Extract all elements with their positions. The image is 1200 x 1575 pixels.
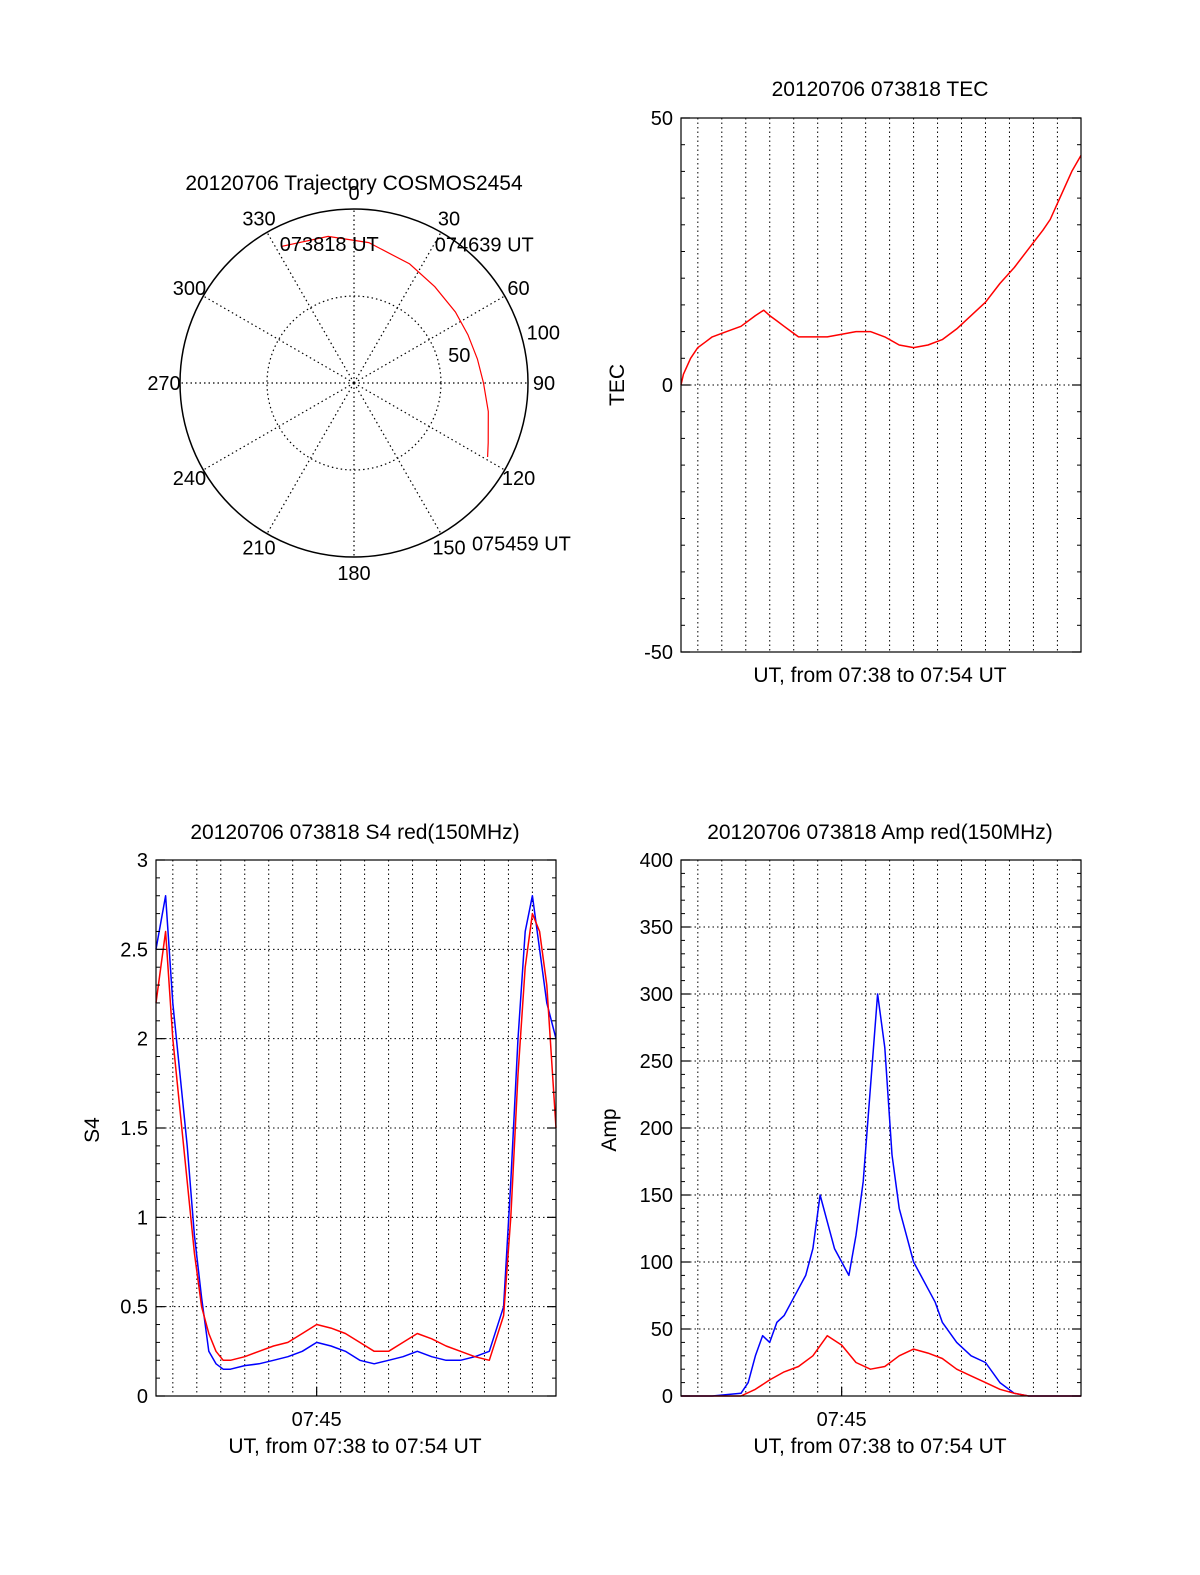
amp-ylabel: Amp: [598, 1108, 621, 1151]
series-line: [680, 155, 1082, 386]
amp-series: [681, 993, 1081, 1397]
y-tick-label: 1.5: [120, 1118, 148, 1140]
y-tick-label: 400: [640, 850, 673, 872]
tec-grid: [681, 118, 1081, 652]
polar-radial-label: 100: [527, 322, 560, 344]
polar-azimuth-label: 300: [173, 278, 206, 300]
y-tick-label: 100: [640, 1252, 673, 1274]
polar-spoke: [203, 295, 355, 384]
y-tick-label: 50: [651, 1319, 673, 1341]
y-tick-label: 3: [137, 850, 148, 872]
s4-grid: [156, 860, 556, 1396]
y-tick-label: 1: [137, 1207, 148, 1229]
y-tick-label: 0: [662, 375, 673, 397]
y-tick-label: 150: [640, 1185, 673, 1207]
y-tick-label: 250: [640, 1051, 673, 1073]
s4-title: 20120706 073818 S4 red(150MHz): [190, 821, 519, 844]
polar-spoke: [203, 382, 355, 471]
tec-title: 20120706 073818 TEC: [772, 78, 989, 101]
series-line: [681, 1334, 1081, 1397]
polar-azimuth-label: 60: [507, 278, 529, 300]
amp-xlabel: UT, from 07:38 to 07:54 UT: [753, 1435, 1006, 1458]
s4-xlabel: UT, from 07:38 to 07:54 UT: [228, 1435, 481, 1458]
tec-xlabel: UT, from 07:38 to 07:54 UT: [753, 664, 1006, 687]
polar-trajectory: [281, 235, 489, 458]
polar-azimuth-label: 150: [432, 538, 465, 560]
y-tick-label: 350: [640, 917, 673, 939]
amp-grid: [681, 860, 1081, 1396]
polar-spoke: [353, 382, 442, 534]
y-tick-label: 200: [640, 1118, 673, 1140]
polar-spoke: [266, 232, 355, 384]
polar-azimuth-label: 240: [173, 468, 206, 490]
polar-azimuth-label: 90: [533, 373, 555, 395]
s4-ylabel: S4: [81, 1117, 104, 1143]
series-line: [155, 912, 557, 1362]
s4-ticks: 0 0.5 1 1.5 2 2.5 3 07:45: [120, 850, 556, 1431]
polar-spoke: [353, 295, 505, 384]
series-line: [155, 894, 557, 1370]
y-tick-label: 0.5: [120, 1297, 148, 1319]
trajectory-annotation: 073818 UT: [280, 234, 379, 256]
polar-spoke: [266, 382, 355, 534]
y-tick-label: 0: [137, 1386, 148, 1408]
polar-radial-label: 50: [448, 345, 470, 367]
polar-outer-circle: [179, 208, 529, 558]
trajectory-annotation: 074639 UT: [435, 234, 534, 256]
amp-panel: 20120706 073818 Amp red(150MHz) 0 50 100 15…: [598, 821, 1082, 1458]
s4-series: [155, 894, 557, 1370]
y-tick-label: 2: [137, 1029, 148, 1051]
polar-azimuth-label: 180: [337, 563, 370, 585]
amp-title: 20120706 073818 Amp red(150MHz): [707, 821, 1053, 844]
amp-ticks: 0 50 100 150 200 250 300 350 400 07:45: [640, 850, 1081, 1431]
x-tick-label: 07:45: [817, 1409, 867, 1431]
polar-azimuth-label: 270: [147, 373, 180, 395]
series-line: [681, 993, 1081, 1397]
polar-labels: 0 30 60 90 120 150 180 210 240 270 300 330 50 100 0738…: [147, 183, 571, 585]
polar-azimuth-label: 330: [242, 208, 275, 230]
y-tick-label: 0: [662, 1386, 673, 1408]
trajectory-title: 20120706 Trajectory COSMOS2454: [185, 172, 523, 195]
polar-spoke: [353, 382, 505, 471]
polar-spoke: [353, 232, 442, 384]
trajectory-panel: 20120706 Trajectory COSMOS2454 0 30 60 90 12…: [147, 172, 571, 585]
trajectory-line: [281, 235, 489, 458]
polar-grid: [179, 208, 529, 558]
polar-azimuth-label: 120: [502, 468, 535, 490]
tec-ticks: 50 0 -50: [644, 108, 1081, 664]
tec-ylabel: TEC: [606, 364, 629, 406]
trajectory-annotation: 075459 UT: [472, 533, 571, 555]
tec-panel: 20120706 073818 TEC 50 0 -50 UT, from 07:3…: [606, 78, 1082, 687]
y-tick-label: 300: [640, 984, 673, 1006]
tec-series: [680, 155, 1082, 386]
s4-panel: 20120706 073818 S4 red(150MHz) 0 0.5 1 1.5 2…: [81, 821, 557, 1458]
y-tick-label: 2.5: [120, 939, 148, 961]
polar-azimuth-label: 210: [242, 538, 275, 560]
polar-azimuth-label: 30: [438, 208, 460, 230]
x-tick-label: 07:45: [292, 1409, 342, 1431]
polar-azimuth-label: 0: [348, 183, 359, 205]
y-tick-label: 50: [651, 108, 673, 130]
y-tick-label: -50: [644, 642, 673, 664]
